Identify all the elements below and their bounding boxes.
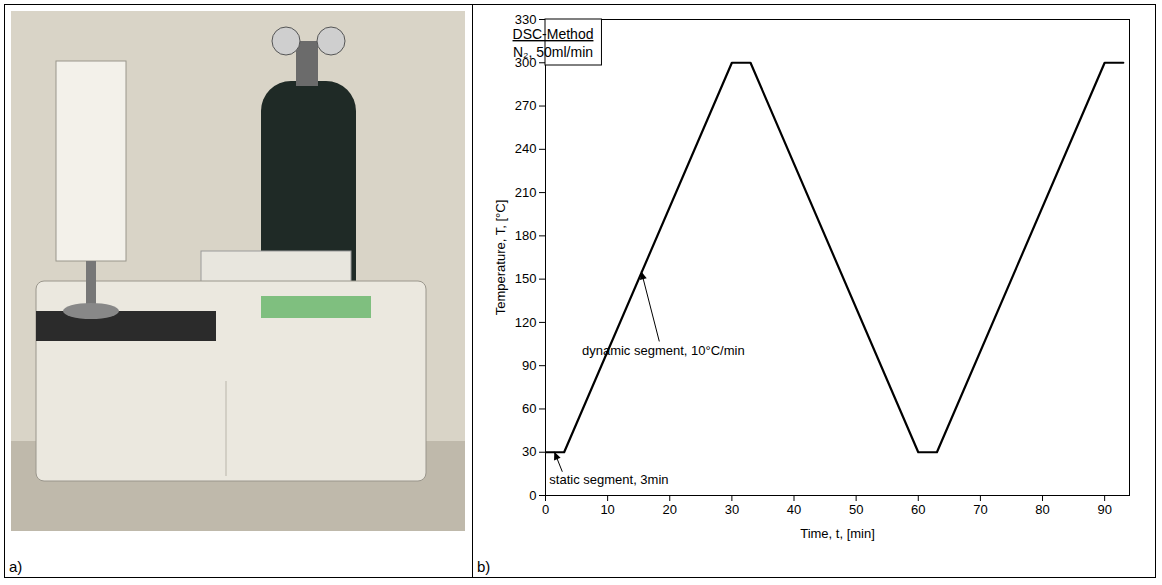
svg-text:dynamic segment, 10°C/min: dynamic segment, 10°C/min [582,343,745,358]
svg-text:150: 150 [515,271,537,286]
svg-text:70: 70 [973,502,987,517]
svg-text:20: 20 [663,502,677,517]
svg-text:Temperature, T, [°C]: Temperature, T, [°C] [493,200,508,316]
svg-text:10: 10 [600,502,614,517]
svg-text:40: 40 [787,502,801,517]
svg-text:50: 50 [849,502,863,517]
svg-text:210: 210 [515,185,537,200]
svg-text:0: 0 [542,502,549,517]
svg-text:90: 90 [522,358,536,373]
svg-text:240: 240 [515,141,537,156]
svg-text:80: 80 [1035,502,1049,517]
svg-text:Time, t, [min]: Time, t, [min] [800,526,875,541]
svg-text:90: 90 [1097,502,1111,517]
svg-text:180: 180 [515,228,537,243]
svg-text:330: 330 [515,12,537,27]
svg-text:N₂, 50ml/min: N₂, 50ml/min [513,44,593,60]
svg-text:static segment, 3min: static segment, 3min [549,472,668,487]
svg-text:DSC-Method: DSC-Method [513,26,594,42]
html-text:b): b) [477,558,491,575]
svg-text:60: 60 [911,502,925,517]
svg-text:300: 300 [514,54,537,70]
svg-text:270: 270 [515,98,537,113]
svg-text:0: 0 [529,488,536,503]
svg-text:30: 30 [725,502,739,517]
html-text:a): a) [9,558,23,575]
svg-text:60: 60 [522,401,536,416]
svg-text:30: 30 [522,444,536,459]
svg-text:120: 120 [515,315,537,330]
